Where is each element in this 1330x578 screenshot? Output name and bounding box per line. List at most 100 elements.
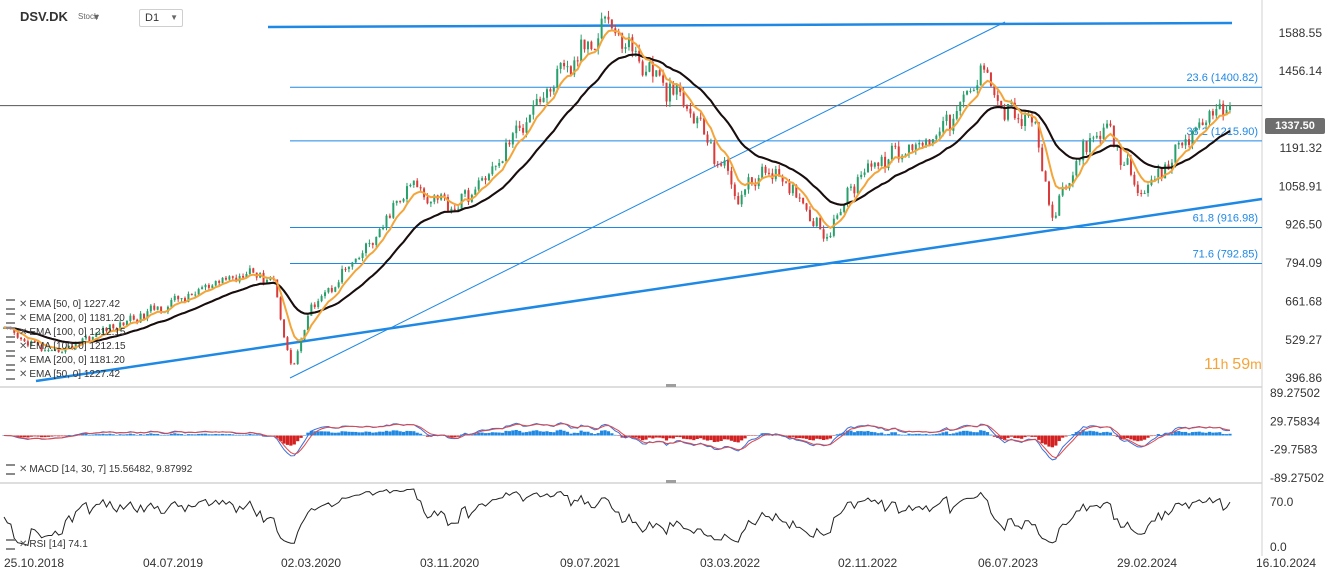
drag-handle-icon[interactable] [6,539,15,550]
candle-body [26,341,29,346]
candle-body [108,324,111,332]
candle-body [832,218,835,236]
fib-level-label: 23.6 (1400.82) [1186,72,1258,84]
candle-body [453,208,456,210]
macd-bar [931,434,935,436]
candle-body [429,201,432,204]
candle-body [412,180,415,185]
candle-body [856,177,859,194]
drag-handle-icon[interactable] [6,464,15,475]
candle-body [296,351,299,365]
macd-bar [220,433,225,436]
macd-bar [244,434,249,436]
macd-bar [378,431,382,436]
candle-body [1188,139,1191,145]
macd-bar [214,433,218,436]
macd-bar [319,431,324,436]
legend-ema-1[interactable]: ✕ EMA [50, 0] 1227.42 [6,299,120,310]
drag-handle-icon[interactable] [6,341,15,352]
candle-body [358,258,361,260]
candle-body [914,144,917,150]
close-icon[interactable]: ✕ [19,327,28,339]
macd-bar [1016,435,1020,439]
macd-bar [914,433,918,436]
candle-body [955,111,958,119]
macd-bar [668,435,672,439]
candle-body [405,186,408,200]
legend-rsi[interactable]: ✕ RSI [14] 74.1 [6,539,88,550]
macd-bar [142,434,146,436]
x-tick-label: 16.10.2024 [1256,556,1316,570]
candle-body [450,208,453,212]
candle-body [750,177,753,183]
symbol-dropdown-icon[interactable]: ▼ [92,12,101,22]
macd-bar [224,434,228,436]
macd-bar [852,432,856,436]
candle-body [115,328,118,331]
candle-body [535,98,538,106]
close-icon[interactable]: ✕ [19,355,28,367]
macd-bar [699,435,703,439]
candle-body [61,351,64,353]
macd-bar [1143,435,1147,440]
symbol-label[interactable]: DSV.DK [20,9,68,24]
legend-ema-4[interactable]: ✕ EMA [100, 0] 1212.15 [6,341,126,352]
macd-bar [722,435,727,440]
close-icon[interactable]: ✕ [19,313,28,325]
macd-bar [296,435,300,442]
drag-handle-icon[interactable] [6,299,15,310]
macd-bar [405,430,409,436]
legend-ema-3[interactable]: ✕ EMA [100, 0] 1212.15 [6,327,126,338]
legend-ema-5[interactable]: ✕ EMA [200, 0] 1181.20 [6,355,125,366]
close-icon[interactable]: ✕ [19,299,28,311]
candle-body [938,131,941,136]
macd-bar [381,431,385,436]
legend-macd[interactable]: ✕ MACD [14, 30, 7] 15.56482, 9.87992 [6,464,192,475]
macd-bar [555,430,559,436]
drag-handle-icon[interactable] [6,369,15,380]
candle-body [143,313,146,319]
macd-bar [832,435,836,436]
candle-body [498,163,501,166]
macd-bar [313,431,317,436]
price-tick-label: 1588.55 [1279,26,1323,40]
candle-body [224,277,227,280]
candle-body [726,160,729,171]
macd-bar [1020,435,1024,439]
candle-body [30,340,33,346]
macd-bar [845,430,850,436]
macd-bar [367,431,372,436]
macd-bar [521,432,525,436]
legend-label: EMA [100, 0] 1212.15 [29,327,126,339]
macd-bar [337,432,341,436]
macd-bar [675,435,679,437]
candle-body [730,170,733,185]
drag-handle-icon[interactable] [6,313,15,324]
legend-ema-2[interactable]: ✕ EMA [200, 0] 1181.20 [6,313,125,324]
macd-bar [921,434,925,436]
macd-bar [541,431,546,436]
macd-bar [890,432,894,436]
legend-ema-6[interactable]: ✕ EMA [50, 0] 1227.42 [6,369,120,380]
candle-body [928,139,931,145]
close-icon[interactable]: ✕ [19,369,28,381]
close-icon[interactable]: ✕ [19,539,28,551]
candle-body [880,156,883,166]
drag-handle-icon[interactable] [6,327,15,338]
candle-body [552,87,555,92]
macd-bar [1064,435,1068,437]
candle-body [863,172,866,175]
close-icon[interactable]: ✕ [19,464,28,476]
candle-body [948,114,951,131]
drag-handle-icon[interactable] [6,355,15,366]
macd-bar [115,434,119,436]
macd-bar [651,435,655,439]
candle-body [1061,186,1064,196]
price-tick-label: 794.09 [1285,256,1322,270]
candle-body [1208,111,1211,123]
macd-bar [641,435,645,441]
timeframe-select[interactable]: D1 ▼ [139,9,183,27]
close-icon[interactable]: ✕ [19,341,28,353]
candle-body [877,162,880,166]
